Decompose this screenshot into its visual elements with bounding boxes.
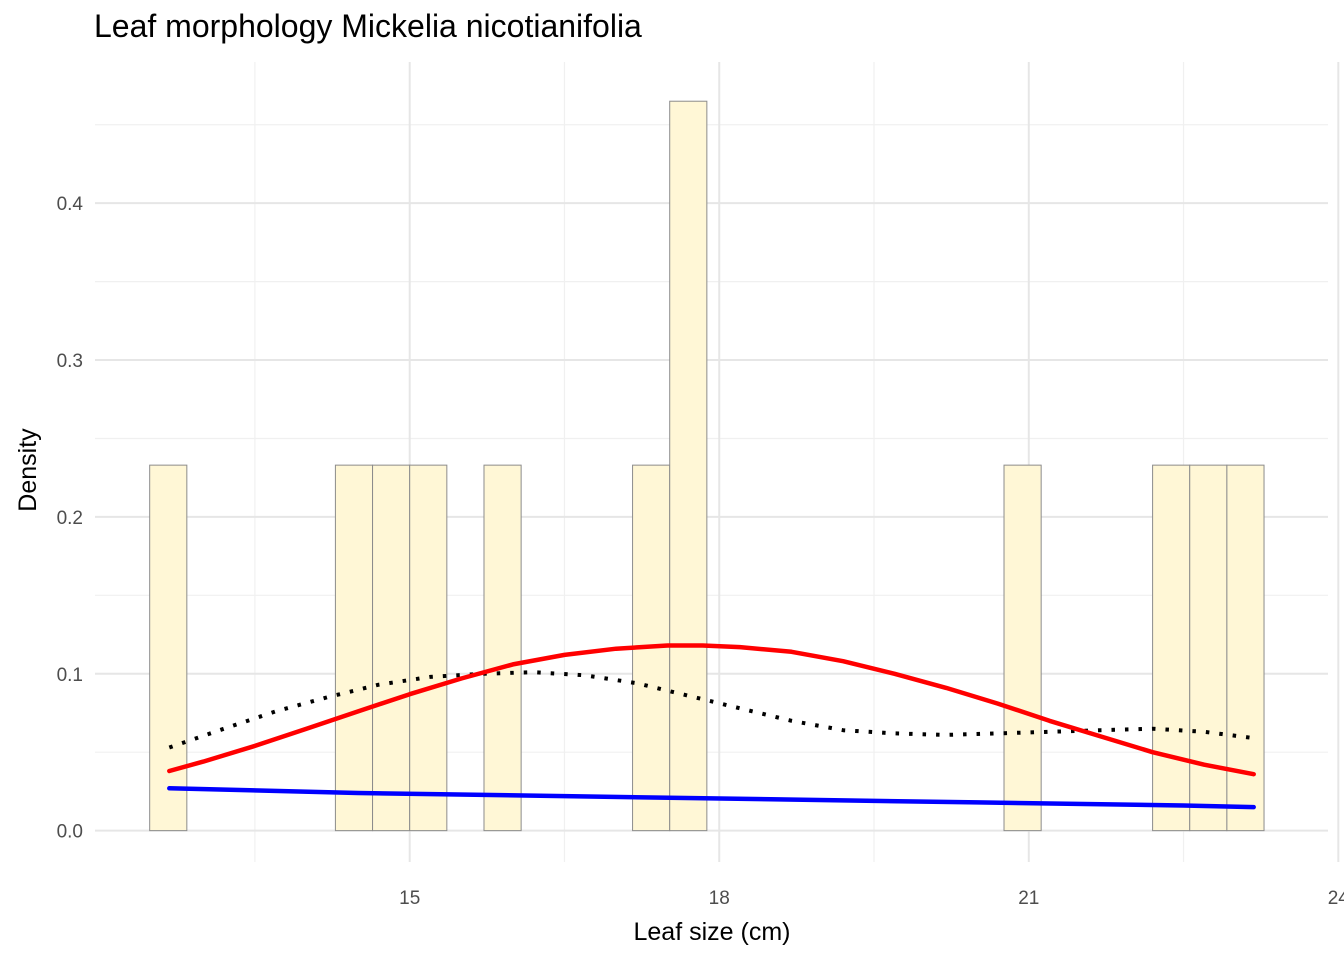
grid-layer <box>95 62 1340 862</box>
x-tick-label: 15 <box>399 888 420 909</box>
y-axis-title: Density <box>14 428 42 512</box>
histogram-bar <box>372 464 411 832</box>
histogram-bar <box>1189 464 1228 832</box>
histogram-bar <box>483 464 522 832</box>
y-tick-label: 0.1 <box>57 665 83 686</box>
x-tick-label: 21 <box>1018 888 1039 909</box>
histogram-bars <box>149 100 1265 832</box>
histogram-bar <box>409 464 448 832</box>
y-tick-label: 0.3 <box>57 351 83 372</box>
normal-fit-curve <box>167 643 1256 777</box>
chart-title: Leaf morphology Mickelia nicotianifolia <box>94 8 642 44</box>
histogram-bar <box>149 464 188 832</box>
histogram-bar <box>669 100 708 832</box>
histogram-bar <box>1152 464 1191 832</box>
tick-labels: 0.0 0.1 0.2 0.3 0.4 15 18 21 24 <box>57 194 1344 909</box>
x-tick-label: 24 <box>1328 888 1344 909</box>
y-tick-label: 0.2 <box>57 508 83 529</box>
reference-curve <box>167 786 1256 810</box>
density-curve-dotted <box>168 670 1254 750</box>
y-tick-label: 0.0 <box>57 822 83 843</box>
x-axis-title: Leaf size (cm) <box>634 918 791 946</box>
histogram-bar <box>1226 464 1265 832</box>
histogram-bar <box>1003 464 1042 832</box>
histogram-bar <box>334 464 374 832</box>
y-tick-label: 0.4 <box>57 194 84 215</box>
density-lines <box>167 643 1256 810</box>
x-tick-label: 18 <box>709 888 730 909</box>
